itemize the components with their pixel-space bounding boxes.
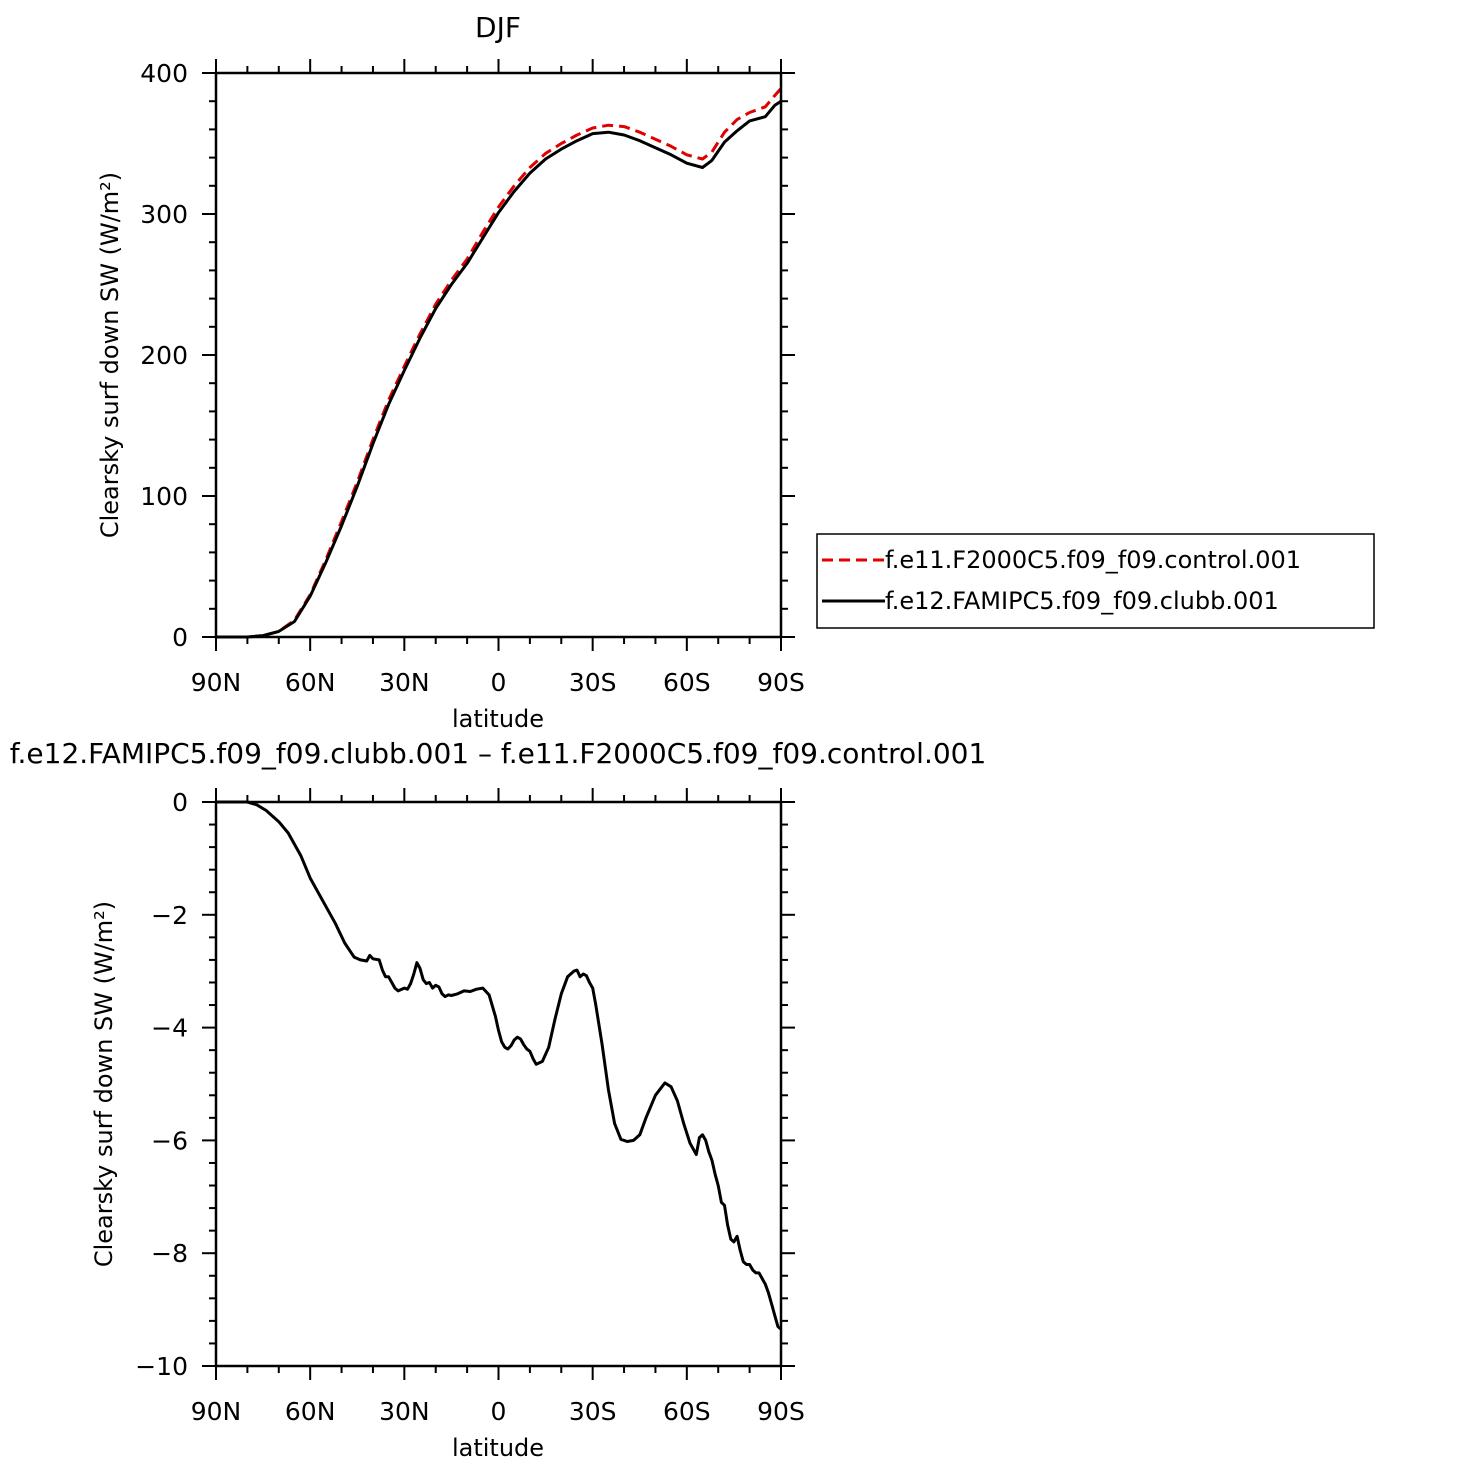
y-tick-label: 400 xyxy=(140,59,188,88)
y-tick-label: −2 xyxy=(151,901,188,930)
series-line-0 xyxy=(216,800,783,1331)
x-tick-label: 90S xyxy=(757,668,805,697)
x-tick-label: 90S xyxy=(757,1397,805,1426)
x-tick-label: 90N xyxy=(191,668,242,697)
x-tick-label: 90N xyxy=(191,1397,242,1426)
top-panel-title: DJF xyxy=(475,11,521,44)
x-tick-label: 60S xyxy=(663,668,711,697)
bottom-panel: f.e12.FAMIPC5.f09_f09.clubb.001 – f.e11.… xyxy=(10,737,987,1462)
y-tick-label: −10 xyxy=(135,1352,188,1381)
top-x-axis-title: latitude xyxy=(452,705,544,733)
series-line-1 xyxy=(216,99,782,639)
bottom-plot-frame xyxy=(214,800,783,1368)
y-tick-label: −8 xyxy=(151,1239,188,1268)
x-tick-label: 30N xyxy=(379,1397,430,1426)
y-tick-label: 200 xyxy=(140,341,188,370)
top-y-axis-title: Clearsky surf down SW (W/m²) xyxy=(96,172,124,538)
y-tick-label: −4 xyxy=(151,1014,188,1043)
legend: f.e11.F2000C5.f09_f09.control.001 f.e12.… xyxy=(816,533,1375,629)
top-series-lines xyxy=(216,87,783,639)
x-tick-label: 0 xyxy=(491,1397,507,1426)
top-axis-ticks xyxy=(202,59,795,651)
legend-box xyxy=(816,533,1375,629)
bottom-y-axis-title: Clearsky surf down SW (W/m²) xyxy=(90,901,118,1267)
y-tick-label: 300 xyxy=(140,200,188,229)
series-line-0 xyxy=(216,87,783,639)
y-tick-label: −6 xyxy=(151,1126,188,1155)
legend-label-control: f.e11.F2000C5.f09_f09.control.001 xyxy=(885,546,1301,574)
bottom-series-lines xyxy=(216,800,783,1331)
bottom-axis-ticks xyxy=(202,788,795,1380)
top-y-tick-labels: 0 100 200 300 400 xyxy=(140,59,188,652)
x-tick-label: 30S xyxy=(569,1397,617,1426)
x-tick-label: 30N xyxy=(379,668,430,697)
x-tick-label: 60N xyxy=(285,668,336,697)
x-tick-label: 60N xyxy=(285,1397,336,1426)
bottom-x-axis-title: latitude xyxy=(452,1434,544,1462)
y-tick-label: 0 xyxy=(172,788,188,817)
bottom-x-tick-labels: 90N 60N 30N 0 30S 60S 90S xyxy=(191,1397,805,1426)
y-tick-label: 100 xyxy=(140,482,188,511)
x-tick-label: 30S xyxy=(569,668,617,697)
legend-label-clubb: f.e12.FAMIPC5.f09_f09.clubb.001 xyxy=(885,587,1279,615)
x-tick-label: 0 xyxy=(491,668,507,697)
bottom-y-tick-labels: 0 −2 −4 −6 −8 −10 xyxy=(135,788,188,1381)
top-plot-frame xyxy=(214,71,783,639)
y-tick-label: 0 xyxy=(172,623,188,652)
top-panel: DJF 0 100 200 300 400 90N 60N 30N 0 30S 60S 90S la… xyxy=(96,11,805,733)
top-x-tick-labels: 90N 60N 30N 0 30S 60S 90S xyxy=(191,668,805,697)
x-tick-label: 60S xyxy=(663,1397,711,1426)
bottom-panel-title: f.e12.FAMIPC5.f09_f09.clubb.001 – f.e11.… xyxy=(10,737,987,770)
